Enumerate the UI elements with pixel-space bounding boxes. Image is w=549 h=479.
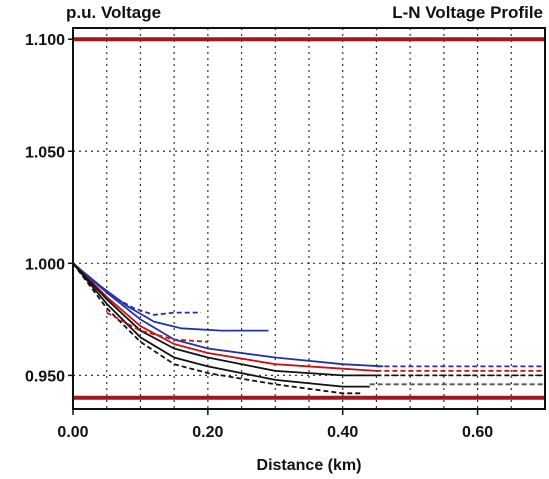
y-axis-title: p.u. Voltage xyxy=(66,3,162,22)
series-line xyxy=(106,311,208,343)
grid xyxy=(73,28,545,409)
x-axis-label: Distance (km) xyxy=(257,457,362,474)
series-line xyxy=(72,262,377,377)
series-line xyxy=(72,262,363,395)
y-tick-label: 0.950 xyxy=(25,368,65,385)
y-tick-label: 1.050 xyxy=(25,144,65,161)
limit-lines xyxy=(73,37,545,400)
y-tick-label: 1.100 xyxy=(25,32,65,49)
x-tick-label: 0.20 xyxy=(192,424,223,441)
chart-title: L-N Voltage Profile xyxy=(392,3,543,22)
x-tick-label: 0.00 xyxy=(57,424,88,441)
series-group xyxy=(72,262,545,395)
series-line xyxy=(72,262,370,388)
series-line xyxy=(72,262,377,372)
y-tick-label: 1.000 xyxy=(25,256,65,273)
series-line xyxy=(72,262,269,332)
y-axis-ticks: 0.950 1.000 1.050 1.100 xyxy=(25,32,73,385)
x-tick-label: 0.60 xyxy=(462,424,493,441)
x-axis-ticks: 0.00 0.20 0.40 0.60 xyxy=(57,409,493,441)
x-tick-label: 0.40 xyxy=(327,424,358,441)
plot-frame xyxy=(72,27,546,410)
series-line xyxy=(72,262,384,368)
